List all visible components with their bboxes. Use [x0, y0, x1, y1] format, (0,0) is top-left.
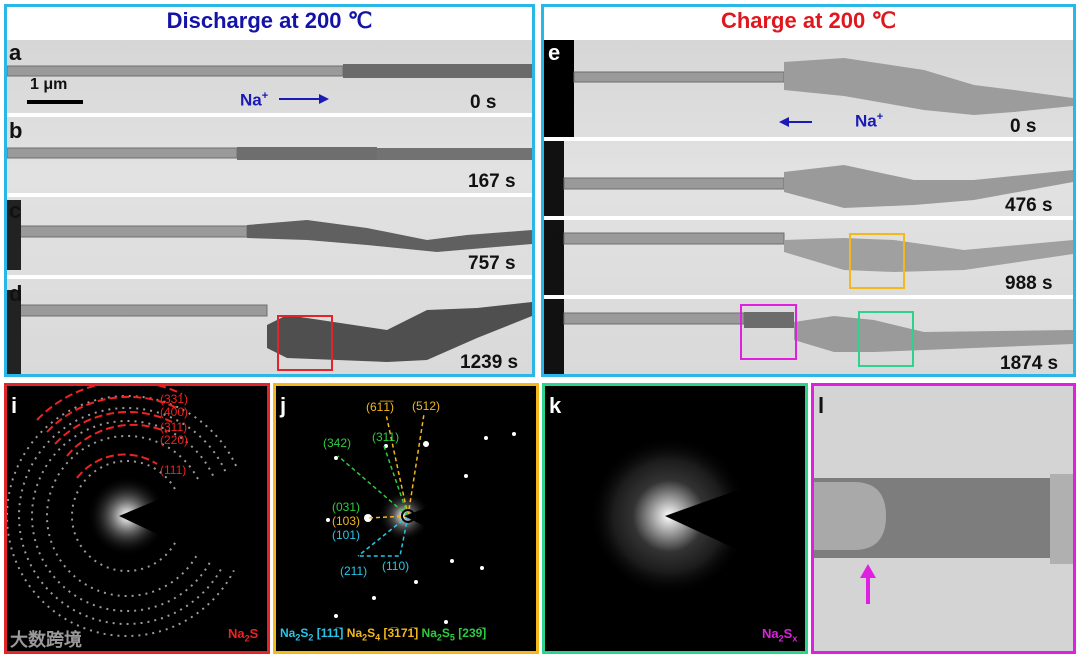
legend-na2s4-sub2: 4 [375, 632, 381, 643]
index-512: (512) [412, 399, 441, 413]
ring-311: (311) [160, 420, 188, 434]
divider-gh [544, 295, 1073, 299]
index-311: (311) [372, 430, 400, 444]
phase-k-base: Na [762, 626, 779, 641]
panel-f-letter: f [548, 142, 556, 167]
phase-k-sub: 2 [778, 633, 784, 644]
ring-331: (331) [160, 392, 189, 406]
legend-na2s5-base: Na [421, 626, 437, 640]
panel-a-time: 0 s [470, 92, 497, 113]
scale-bar-label: 1 μm [30, 76, 68, 93]
panel-e-letter: e [548, 40, 561, 65]
panel-k-diffraction [545, 386, 805, 651]
divider-fg [544, 216, 1073, 220]
panel-j-letter: j [280, 393, 287, 418]
phase-k-sub2: x [792, 633, 798, 644]
legend-na2s2-zone: [111̅] [316, 626, 344, 640]
na-sup: + [261, 90, 269, 102]
diffuse-pattern [589, 436, 805, 596]
divider-bc [7, 193, 532, 197]
index-61-1: (61̅1̅) [366, 400, 395, 414]
watermark: 大数跨境 [10, 630, 82, 651]
na-base: Na [240, 90, 262, 110]
na-ion-label-charge: Na+ [855, 111, 883, 132]
legend-na2s2: Na2S2 [111̅] [280, 626, 344, 643]
legend-na2s5-sub2: 5 [449, 632, 455, 643]
charge-title: Charge at 200 ℃ [720, 8, 897, 33]
discharge-nanowire-drawing [7, 64, 532, 374]
panel-l-tem-image [814, 386, 1073, 651]
panel-h-time: 1874 s [1000, 353, 1059, 374]
panel-d-time: 1239 s [460, 352, 519, 373]
phase-i-rest: S [249, 626, 259, 641]
index-101: (101) [332, 528, 361, 542]
legend-na2s5: Na2S5 [239̅] [421, 626, 487, 643]
panel-e-time: 0 s [1010, 116, 1037, 137]
ring-pattern [7, 386, 267, 637]
na-sup-charge: + [876, 111, 884, 123]
legend-na2s4-base: Na [346, 626, 363, 640]
index-110: (110) [382, 559, 410, 573]
panel-i-diffraction [7, 386, 267, 651]
panel-i-frame [4, 383, 270, 654]
discharge-tem-image [7, 40, 532, 374]
divider-cd [7, 275, 532, 279]
index-342: (342) [323, 436, 352, 450]
panel-g-letter: g [548, 222, 562, 247]
panel-c-time: 757 s [468, 253, 516, 274]
index-211: (211) [340, 564, 368, 578]
phase-i-base: Na [228, 626, 245, 641]
phase-k-rest: S [783, 626, 793, 641]
index-103: (103) [332, 514, 361, 528]
panel-l-letter: l [818, 393, 825, 418]
panel-l-drawing [814, 474, 1073, 604]
ring-400: (400) [160, 405, 189, 419]
divider-ef [544, 137, 1073, 141]
panel-a-letter: a [9, 40, 22, 65]
na-ion-label-discharge: Na+ [240, 90, 268, 111]
legend-na2s4-zone: [3̅171̅] [383, 626, 419, 640]
legend-na2s5-sub: 2 [436, 632, 442, 643]
panel-c-letter: c [9, 198, 22, 223]
charge-frame [541, 4, 1076, 377]
panel-k-letter: k [549, 393, 562, 418]
legend-na2s4-sub: 2 [362, 632, 368, 643]
discharge-frame [4, 4, 535, 377]
panel-l-frame [811, 383, 1076, 654]
panel-f-time: 476 s [1005, 195, 1053, 216]
ring-220: (220) [160, 433, 189, 447]
panel-j-frame [273, 383, 539, 654]
legend-na2s4: Na2S4 [3̅171̅] [346, 626, 419, 643]
spot-pattern [326, 413, 536, 624]
panel-b-letter: b [9, 118, 23, 143]
panel-g-time: 988 s [1005, 273, 1053, 294]
charge-nanowire-drawing [544, 40, 1073, 374]
panel-h-letter: h [548, 301, 562, 326]
index-031: (031) [332, 500, 361, 514]
panel-k-frame [542, 383, 808, 654]
discharge-title: Discharge at 200 ℃ [166, 8, 373, 33]
panel-j-legend: Na2S2 [111̅] Na2S4 [3̅171̅] Na2S5 [239̅] [280, 626, 486, 642]
ring-111: (111) [160, 463, 187, 477]
panel-i-phase: Na2S [228, 626, 258, 644]
legend-na2s2-mid: S [300, 626, 309, 640]
legend-na2s4-mid: S [367, 626, 376, 640]
panel-j-diffraction [276, 386, 536, 651]
panel-k-phase: Na2Sx [762, 626, 797, 644]
charge-tem-image [544, 40, 1073, 374]
panel-d-letter: d [9, 281, 23, 306]
na-base-charge: Na [855, 111, 877, 131]
legend-na2s2-sub2: 2 [308, 632, 314, 643]
legend-na2s5-zone: [239̅] [458, 626, 487, 640]
panel-b-time: 167 s [468, 171, 516, 192]
divider-ab [7, 113, 532, 117]
panel-i-letter: i [11, 393, 18, 418]
legend-na2s2-sub: 2 [295, 632, 301, 643]
phase-i-sub: 2 [244, 633, 250, 644]
legend-na2s2-base: Na [280, 626, 296, 640]
legend-na2s5-mid: S [441, 626, 450, 640]
